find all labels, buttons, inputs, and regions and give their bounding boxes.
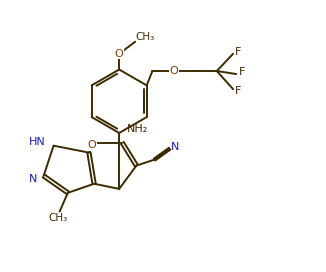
Text: F: F [235, 86, 242, 96]
Text: N: N [29, 174, 37, 184]
Text: O: O [115, 49, 124, 59]
Text: CH₃: CH₃ [49, 213, 68, 223]
Text: F: F [235, 47, 242, 57]
Text: F: F [239, 67, 245, 77]
Text: O: O [87, 140, 96, 150]
Text: O: O [169, 66, 178, 76]
Text: HN: HN [28, 137, 45, 147]
Text: N: N [171, 142, 179, 152]
Text: NH₂: NH₂ [127, 124, 149, 134]
Text: CH₃: CH₃ [136, 32, 155, 42]
